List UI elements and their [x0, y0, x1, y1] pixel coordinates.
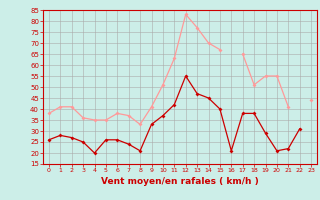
X-axis label: Vent moyen/en rafales ( km/h ): Vent moyen/en rafales ( km/h ) [101, 177, 259, 186]
